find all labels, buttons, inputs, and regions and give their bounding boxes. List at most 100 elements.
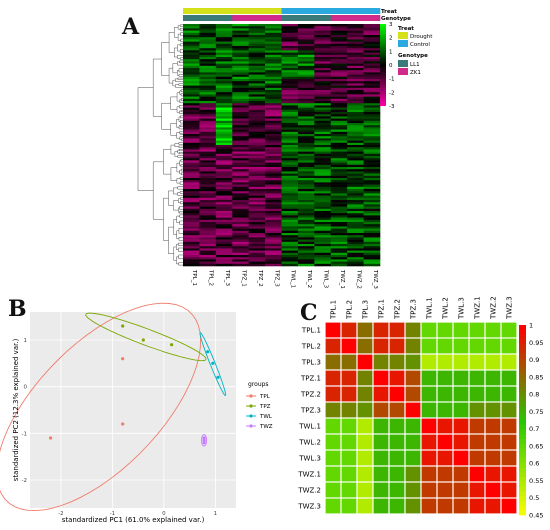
correlation-cell xyxy=(357,338,373,354)
heatmap-cell xyxy=(363,112,381,115)
correlation-cell xyxy=(325,450,341,466)
heatmap-cell xyxy=(314,230,332,234)
heatmap-cell xyxy=(265,54,282,58)
heatmap-cell xyxy=(330,54,348,58)
heatmap-cell xyxy=(199,123,217,126)
heatmap-cell xyxy=(248,182,266,185)
correlation-cell xyxy=(325,338,341,354)
heatmap-cell xyxy=(297,160,315,163)
heatmap-cell xyxy=(183,48,200,51)
correlation-colorbar-segment xyxy=(519,443,526,449)
heatmap-cell xyxy=(363,125,381,128)
heatmap-cell xyxy=(199,160,217,163)
heatmap-cell xyxy=(215,193,233,196)
heatmap-cell xyxy=(232,182,249,185)
heatmap-cell xyxy=(265,184,282,188)
heatmap-cell xyxy=(199,65,217,69)
heatmap-cell xyxy=(265,123,282,126)
heatmap-cell xyxy=(297,74,315,78)
heatmap-cell xyxy=(330,257,348,260)
heatmap-cell xyxy=(314,134,332,137)
heatmap-cell xyxy=(330,92,348,95)
heatmap-legend: 3210-1-2-3TreatDroughtControlGenotypeLL1… xyxy=(380,22,433,110)
heatmap-cell xyxy=(330,50,348,53)
heatmap-cell xyxy=(281,239,299,243)
heatmap-cell xyxy=(232,24,249,27)
heatmap-cell xyxy=(265,263,282,267)
heatmap-cell xyxy=(183,237,200,240)
correlation-cell xyxy=(421,418,437,434)
correlation-colorbar-segment xyxy=(519,510,526,516)
heatmap-cell xyxy=(183,189,200,192)
heatmap-cell xyxy=(199,63,217,67)
heatmap-cell xyxy=(363,72,381,75)
correlation-cell xyxy=(453,418,469,434)
heatmap-cell xyxy=(232,184,249,188)
correlation-cell xyxy=(357,402,373,418)
heatmap-cell xyxy=(199,103,217,106)
heatmap-cell xyxy=(330,114,348,117)
heatmap-cell xyxy=(248,72,266,75)
heatmap-cell xyxy=(314,37,332,40)
heatmap-cell xyxy=(297,261,315,265)
heatmap-cell xyxy=(265,48,282,51)
heatmap-cell xyxy=(232,255,249,258)
heatmap-cell xyxy=(314,90,332,93)
heatmap-cell xyxy=(363,250,381,254)
heatmap-cell xyxy=(347,173,364,177)
correlation-cell xyxy=(373,322,389,338)
heatmap-cell xyxy=(330,85,348,89)
heatmap-cell xyxy=(330,167,348,170)
heatmap-cell xyxy=(347,204,364,207)
heatmap-cell xyxy=(314,237,332,240)
column-label: TPZ_3 xyxy=(273,269,279,287)
heatmap-cell xyxy=(215,158,233,161)
heatmap-cell xyxy=(297,235,315,238)
correlation-cell xyxy=(405,482,421,498)
heatmap-cell xyxy=(215,191,233,194)
heatmap-cell xyxy=(347,114,364,117)
heatmap-cell xyxy=(347,140,364,144)
heatmap-cell xyxy=(297,65,315,69)
correlation-cell xyxy=(421,338,437,354)
heatmap-cell xyxy=(215,65,233,69)
heatmap-cell xyxy=(281,70,299,73)
heatmap-cell xyxy=(330,72,348,75)
heatmap-cell xyxy=(183,145,200,148)
heatmap-cell xyxy=(183,105,200,108)
correlation-cell xyxy=(405,370,421,386)
heatmap-cell xyxy=(330,96,348,100)
pca-legend-label: TWZ xyxy=(259,424,273,430)
heatmap-cell xyxy=(215,208,233,212)
heatmap-cell xyxy=(297,140,315,144)
heatmap-cell xyxy=(199,81,217,84)
heatmap-cell xyxy=(363,156,381,159)
correlation-colorbar-segment xyxy=(519,429,526,435)
correlation-col-label: TPL.3 xyxy=(362,300,370,320)
heatmap-cell xyxy=(330,169,348,172)
heatmap-cell xyxy=(215,103,233,106)
heatmap-cell xyxy=(232,103,249,106)
heatmap-cell xyxy=(265,59,282,62)
heatmap-cell xyxy=(297,230,315,234)
heatmap-cell xyxy=(232,96,249,100)
heatmap-cell xyxy=(248,184,266,188)
heatmap-cell xyxy=(183,239,200,243)
heatmap-cell xyxy=(232,37,249,40)
heatmap-cell xyxy=(248,101,266,104)
heatmap-cell xyxy=(363,134,381,137)
correlation-cell xyxy=(485,418,501,434)
correlation-colorbar-segment xyxy=(519,348,526,354)
heatmap-cell xyxy=(347,217,364,221)
heatmap-cell xyxy=(248,263,266,267)
correlation-cell xyxy=(501,402,517,418)
heatmap-cell xyxy=(215,261,233,265)
correlation-cell xyxy=(325,482,341,498)
heatmap-cell xyxy=(363,173,381,177)
heatmap-cell xyxy=(347,219,364,223)
heatmap-cell xyxy=(314,200,332,203)
heatmap-cell xyxy=(297,153,315,157)
pca-legend-label: TWL xyxy=(259,414,273,420)
correlation-colorbar-segment xyxy=(519,401,526,407)
